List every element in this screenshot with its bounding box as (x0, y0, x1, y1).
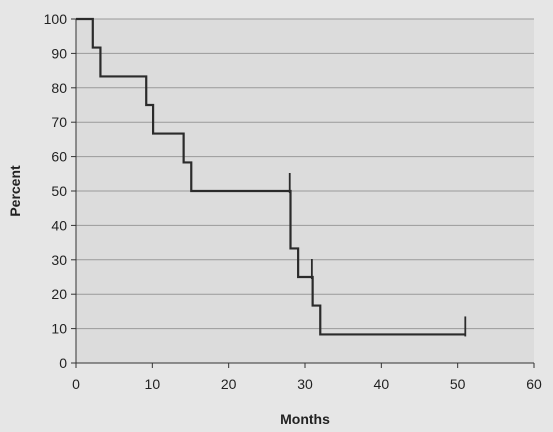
y-tick-label: 30 (51, 252, 67, 268)
x-tick-labels: 0 10 20 30 40 50 60 (72, 376, 542, 392)
axes (71, 18, 535, 368)
y-axis-title: Percent (7, 165, 23, 217)
y-tick-label: 100 (44, 11, 68, 27)
y-tick-label: 50 (51, 183, 67, 199)
y-tick-label: 20 (51, 286, 67, 302)
y-tick-label: 10 (51, 321, 67, 337)
x-tick-label: 0 (72, 376, 80, 392)
y-tick-label: 40 (51, 217, 67, 233)
censor-marks (288, 173, 467, 337)
y-tick-label: 90 (51, 45, 67, 61)
y-tick-label: 60 (51, 149, 67, 165)
x-tick-label: 40 (374, 376, 390, 392)
x-tick-label: 10 (145, 376, 161, 392)
y-tick-label: 80 (51, 80, 67, 96)
y-tick-label: 0 (59, 355, 67, 371)
x-tick-label: 20 (221, 376, 237, 392)
x-tick-label: 30 (297, 376, 313, 392)
x-tick-label: 60 (526, 376, 542, 392)
x-axis-title: Months (280, 411, 330, 427)
x-tick-label: 50 (450, 376, 466, 392)
grid-lines (76, 18, 534, 330)
y-tick-labels: 0 10 20 30 40 50 60 70 80 90 100 (44, 11, 68, 371)
survival-step-line (76, 17, 466, 336)
series-layer (76, 17, 466, 336)
y-tick-label: 70 (51, 114, 67, 130)
